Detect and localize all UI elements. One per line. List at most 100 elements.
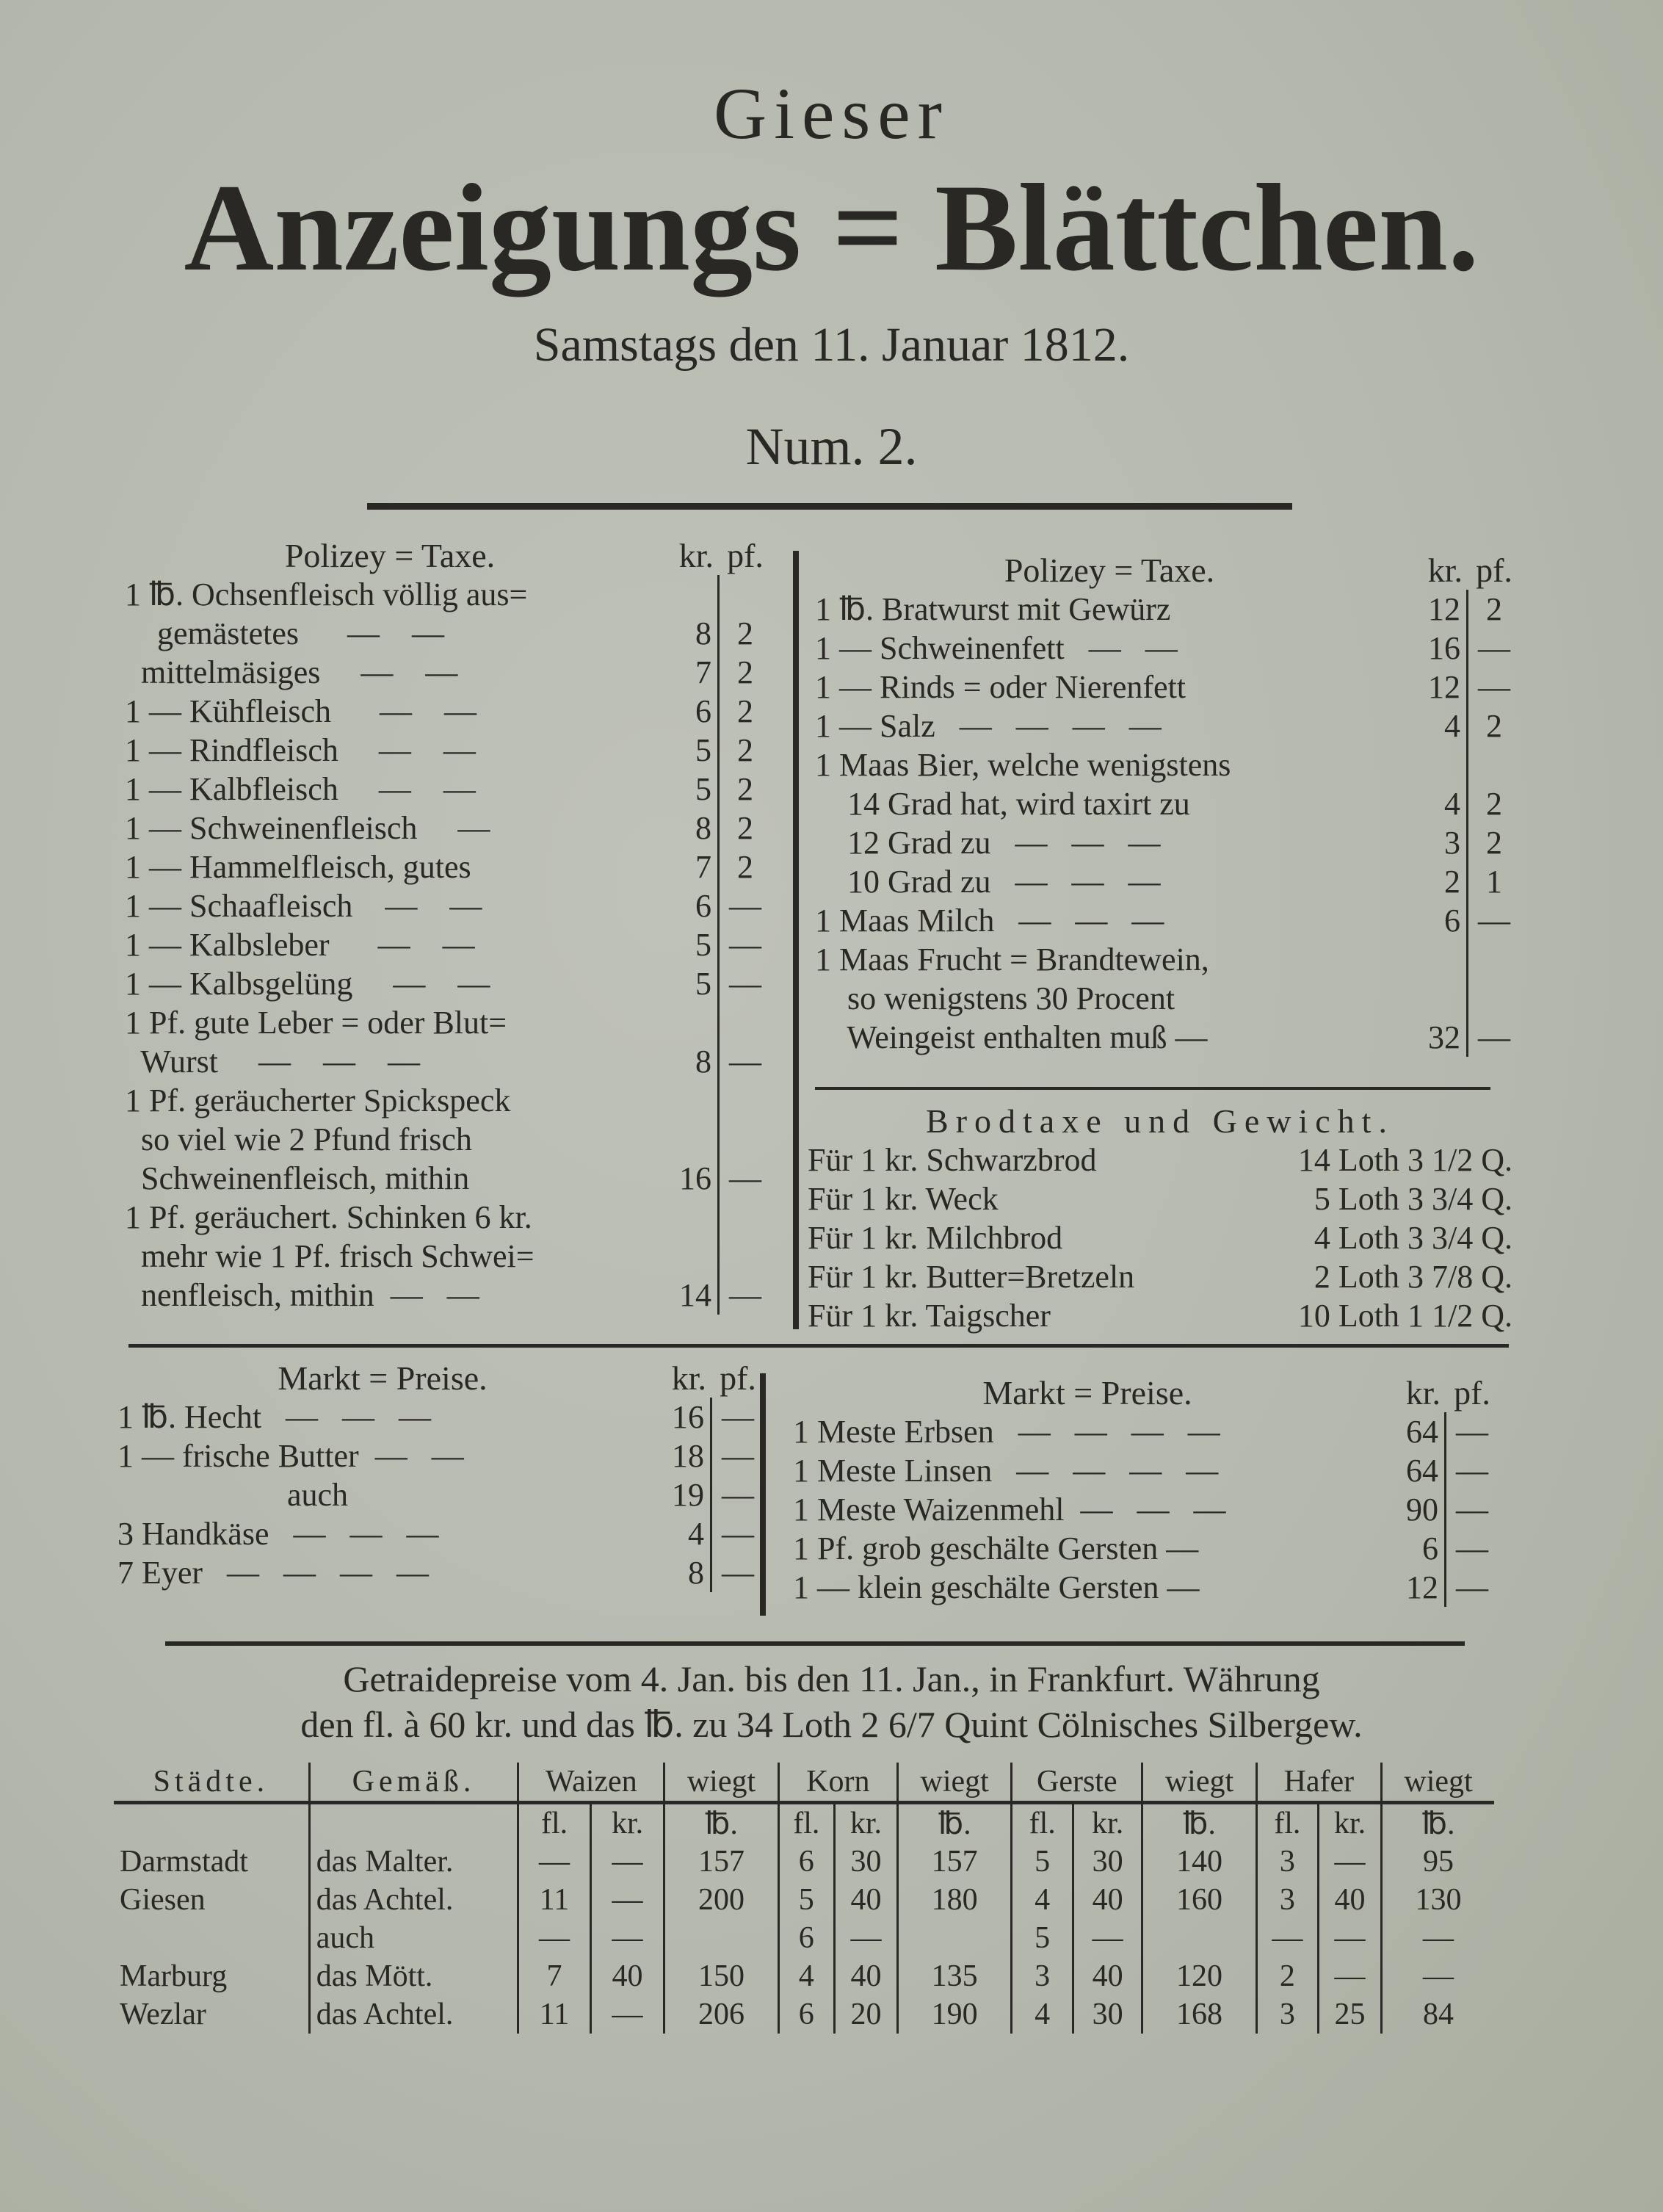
price-kr (1402, 745, 1468, 784)
price-pf: — (1456, 1530, 1488, 1566)
col-pf: pf. (1454, 1374, 1490, 1412)
table-row: auch — —6—5— — — — (114, 1919, 1494, 1957)
price-kr: 4 (1402, 706, 1468, 745)
masthead-over: Gieser (714, 73, 949, 154)
item-text: 1 — klein geschälte Gersten — (793, 1569, 1200, 1605)
price-kr: 32 (1402, 1018, 1468, 1057)
price-kr: 6 (1402, 901, 1468, 940)
price-pf (720, 1120, 771, 1159)
price-pf: — (729, 888, 761, 924)
price-kr: 16 (645, 1398, 712, 1436)
table-cell: 4 (1010, 1881, 1073, 1919)
price-row: 12 Grad zu — — — 3 2 (815, 823, 1520, 862)
item-text: Schweinenfleisch, mithin (125, 1160, 470, 1196)
item-text: mittelmäsiges — — (125, 654, 458, 690)
table-cell: 168 (1141, 1995, 1257, 2034)
table-row: Marburg das Mött. 7 40 150 4 40 135 3 40 120 2— — (114, 1957, 1494, 1995)
price-pf: — (1478, 630, 1510, 666)
price-row: 1 — Rindfleisch — — 5 2 (125, 731, 771, 770)
section-heading: Polizey = Taxe. (1004, 552, 1215, 589)
brodtaxe: Brodtaxe und Gewicht. Für 1 kr. Schwarzb… (808, 1102, 1512, 1335)
unit-header: fl. (1010, 1802, 1073, 1843)
table-cell: Wezlar (120, 1998, 206, 2031)
getraide-intro: Getraidepreise vom 4. Jan. bis den 11. J… (0, 1656, 1663, 1747)
price-pf (720, 1003, 771, 1042)
price-row: 1 — Schweinenfett — — 16 — (815, 629, 1520, 668)
table-cell: 4 (1010, 1995, 1073, 2034)
unit-header: kr. (833, 1802, 898, 1843)
table-cell: 4 (777, 1957, 835, 1995)
issue-number: Num. 2. (745, 417, 918, 476)
price-row: 1 — Kalbsleber — — 5— (125, 925, 771, 964)
section-heading: Markt = Preise. (278, 1359, 488, 1397)
price-rows: 1 ℔. Bratwurst mit Gewürz 12 2 1 — Schweine… (815, 590, 1520, 1057)
price-pf: 2 (737, 654, 753, 690)
masthead-rule (367, 503, 1292, 510)
table-cell: Marburg (120, 1959, 228, 1993)
price-kr: 19 (645, 1475, 712, 1514)
price-row: 1 Maas Frucht = Brandtewein, (815, 940, 1520, 979)
table-cell: 5 (1010, 1843, 1073, 1881)
item-text: 1 Pf. geräucherter Spickspeck (125, 1082, 511, 1118)
table-cell: 11 (517, 1881, 591, 1919)
col-kr: kr. (678, 537, 714, 574)
table-cell: — (833, 1919, 898, 1957)
price-row: 1 Maas Bier, welche wenigstens (815, 745, 1520, 784)
table-cell (663, 1919, 779, 1957)
table-cell: 40 (1317, 1881, 1382, 1919)
table-cell: 40 (833, 1957, 898, 1995)
column-header: Städte. (114, 1763, 310, 1804)
price-pf (1468, 745, 1520, 784)
price-pf (720, 1198, 771, 1237)
issue-date: Samstags den 11. Januar 1812. (533, 318, 1130, 372)
price-pf: 2 (1486, 825, 1502, 861)
table-cell: 30 (1071, 1843, 1142, 1881)
price-kr (653, 1120, 720, 1159)
brodtaxe-rule (815, 1087, 1490, 1090)
table-cell (896, 1919, 1012, 1957)
section-heading: Polizey = Taxe. (284, 537, 496, 574)
price-kr: 64 (1380, 1451, 1446, 1490)
price-row: auch 19 — (117, 1475, 764, 1514)
item-text: gemästetes — — (125, 615, 445, 651)
column-header: Gemäß. (308, 1763, 518, 1804)
table-cell: — (589, 1995, 664, 2034)
table-cell: das Malter. (308, 1843, 518, 1881)
price-pf: 1 (1486, 864, 1502, 900)
column-divider (760, 1373, 766, 1616)
price-pf: — (1478, 669, 1510, 705)
table-row: Wezlar das Achtel. 11—206 6 20 190 4 30 168 3 25 84 (114, 1995, 1494, 2034)
table-cell: 180 (896, 1881, 1012, 1919)
price-pf: — (722, 1477, 754, 1513)
price-pf: — (722, 1516, 754, 1552)
table-cell: 84 (1380, 1995, 1494, 2034)
price-kr: 2 (1402, 862, 1468, 901)
table-cell: 6 (777, 1843, 835, 1881)
table-cell: Darmstadt (120, 1845, 248, 1879)
item-text: so viel wie 2 Pfund frisch (125, 1121, 472, 1157)
item-text: so wenigstens 30 Procent (815, 980, 1175, 1016)
price-kr (653, 575, 720, 614)
bread-rows: Für 1 kr. Schwarzbrod 14 Loth 3 1/2 Q. Für… (808, 1141, 1512, 1335)
table-cell: 140 (1141, 1843, 1257, 1881)
unit-header: fl. (777, 1802, 835, 1843)
price-pf (1468, 940, 1520, 979)
table-cell: 3 (1010, 1957, 1073, 1995)
intro-line: den fl. à 60 kr. und das ℔. zu 34 Loth 2… (300, 1704, 1363, 1745)
item-text: 12 Grad zu — — — (815, 825, 1161, 861)
price-row: nenfleisch, mithin — — 14— (125, 1276, 771, 1315)
table-cell (1141, 1919, 1257, 1957)
price-kr: 4 (645, 1514, 712, 1553)
item-text: mehr wie 1 Pf. frisch Schwei= (125, 1238, 535, 1274)
price-row: Schweinenfleisch, mithin 16— (125, 1159, 771, 1198)
item-text: 1 Pf. gute Leber = oder Blut= (125, 1005, 507, 1041)
column-header: wiegt (1380, 1763, 1494, 1804)
item-text: 1 — Schweinenfleisch — (125, 810, 490, 846)
price-pf: — (729, 966, 761, 1002)
col-pf: pf. (720, 1359, 756, 1397)
price-rows: 1 ℔. Ochsenfleisch völlig aus= gemästete… (125, 575, 771, 1315)
table-cell: 30 (1071, 1995, 1142, 2034)
item-text: 1 — Kalbsgelüng — — (125, 966, 490, 1002)
unit-header: fl. (1255, 1802, 1319, 1843)
price-kr: 4 (1402, 784, 1468, 823)
